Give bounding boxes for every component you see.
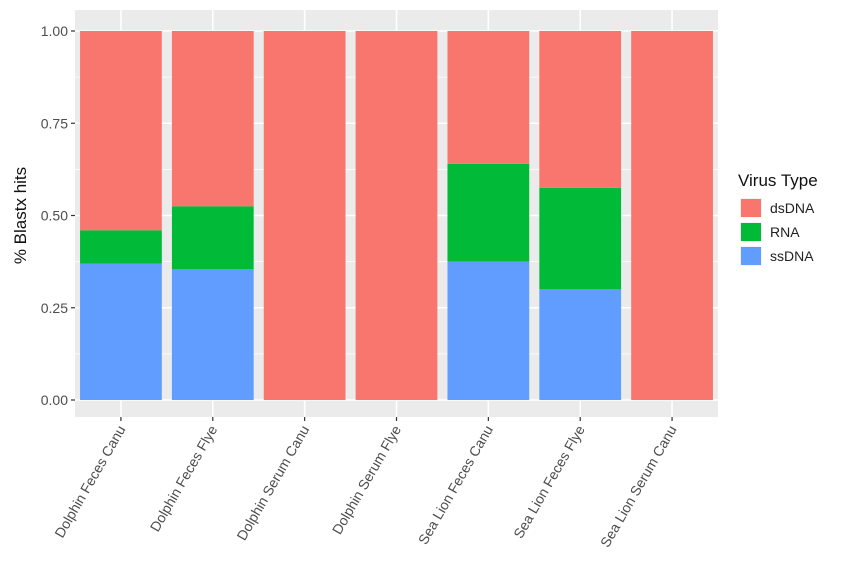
legend-title: Virus Type (738, 171, 818, 190)
x-tick-label: Dolphin Serum Flye (329, 422, 404, 537)
bar-segment-rna (539, 187, 622, 290)
legend-swatch-rna (741, 223, 761, 241)
y-axis: 0.00 0.25 0.50 0.75 1.00 (41, 23, 75, 408)
y-tick-label: 0.50 (41, 208, 68, 224)
y-tick-label: 1.00 (41, 23, 68, 39)
y-tick-label: 0.25 (41, 300, 68, 316)
legend: Virus Type dsDNA RNA ssDNA (738, 171, 818, 266)
bar-segment-dsdna (171, 31, 254, 207)
legend-label-rna: RNA (770, 224, 800, 240)
legend-swatch-ssdna (741, 247, 761, 265)
x-tick-label: Dolphin Feces Flye (147, 422, 221, 534)
bar-segment-ssdna (171, 269, 254, 400)
legend-label-dsdna: dsDNA (770, 200, 815, 216)
y-axis-title: % Blastx hits (11, 167, 30, 264)
bar-segment-dsdna (631, 31, 713, 400)
x-tick-label: Dolphin Feces Canu (51, 423, 128, 541)
bar-segment-dsdna (447, 31, 530, 164)
bar-segment-dsdna (355, 31, 438, 400)
x-tick-label: Sea Lion Serum Canu (597, 423, 680, 550)
bar-segment-rna (171, 206, 254, 270)
x-tick-label: Sea Lion Feces Canu (415, 423, 496, 548)
bar-segment-rna (80, 230, 162, 264)
bar-segment-ssdna (539, 289, 622, 400)
legend-swatch-dsdna (741, 199, 761, 217)
legend-label-ssdna: ssDNA (770, 248, 814, 264)
x-axis: Dolphin Feces Canu Dolphin Feces Flye Dolp… (51, 417, 680, 550)
bar-segment-dsdna (263, 31, 346, 400)
bar-segment-dsdna (80, 31, 162, 231)
bar-segment-ssdna (80, 263, 162, 400)
y-tick-label: 0.75 (41, 115, 68, 131)
bars (80, 31, 713, 400)
x-tick-label: Sea Lion Feces Flye (510, 422, 588, 541)
bar-segment-dsdna (539, 31, 622, 188)
y-tick-label: 0.00 (41, 392, 68, 408)
x-tick-label: Dolphin Serum Canu (233, 423, 312, 544)
bar-segment-ssdna (447, 261, 530, 400)
bar-segment-rna (447, 163, 530, 262)
